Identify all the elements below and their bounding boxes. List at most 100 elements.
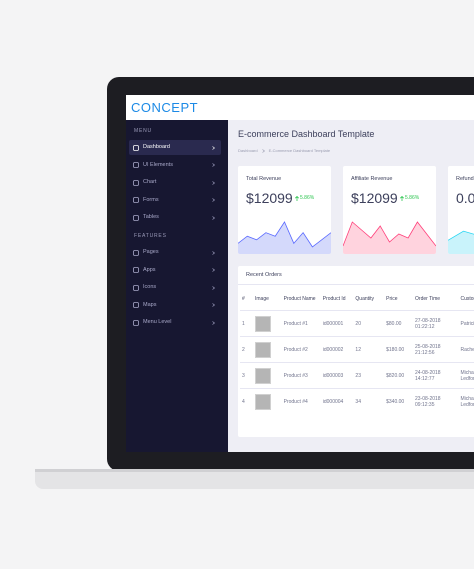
- table-cell: id000003: [320, 362, 354, 389]
- nav-item[interactable]: Pages: [129, 245, 221, 260]
- nav-item[interactable]: Chart: [129, 175, 221, 190]
- table-row: 3 Product #3 id000003 23 $820.00 24-08-2018 1…: [240, 362, 474, 389]
- table-cell: Michael K. Ledford: [458, 388, 474, 414]
- table-cell: 20: [353, 310, 385, 337]
- nav-item[interactable]: Menu Level: [129, 315, 221, 330]
- chevron: [212, 180, 215, 185]
- nav-item[interactable]: Forms: [129, 193, 221, 208]
- icon-shape: [133, 267, 139, 273]
- column-header: Price: [386, 296, 398, 302]
- table-cell: 23: [353, 362, 385, 389]
- table-cell: id000004: [320, 388, 354, 414]
- image-cell: [253, 310, 282, 337]
- chevron-path: [212, 145, 215, 150]
- chevron-path: [212, 268, 215, 272]
- nav-item[interactable]: Tables: [129, 210, 221, 225]
- breadcrumb-item: E-Commerce Dashboard Template: [268, 148, 331, 153]
- chevron: [212, 268, 215, 272]
- section-title: MENU: [134, 128, 152, 134]
- screen: CONCEPT MENU Dashboard UI Elements Chart For…: [126, 95, 474, 452]
- chevron: [212, 216, 215, 220]
- chevron-path: [212, 321, 215, 325]
- column-header: Order Time: [415, 296, 441, 302]
- arrow-path: [400, 195, 404, 201]
- nav-item[interactable]: Apps: [129, 263, 221, 278]
- product-thumbnail: [255, 393, 271, 410]
- table-cell: 1: [240, 310, 253, 337]
- table-row: 2 Product #2 id000002 12 $180.00 25-08-2018 2…: [240, 336, 474, 363]
- table-cell: 34: [353, 388, 385, 414]
- table-cell: 27-08-2018 01:22:12: [413, 310, 459, 337]
- laptop-hinge: [35, 469, 474, 472]
- arrow-path: [295, 195, 299, 201]
- nav-item[interactable]: Icons: [129, 280, 221, 295]
- sidebar: MENU Dashboard UI Elements Chart Forms Tables…: [126, 120, 228, 452]
- image-cell: [253, 336, 282, 363]
- sparkline-area: [343, 222, 436, 254]
- metric-card: Refunds 0.00: [448, 166, 474, 254]
- chevron: [212, 198, 215, 203]
- nav-icon: [133, 214, 139, 221]
- icon-shape: [133, 284, 139, 291]
- table-cell: Rachel J. Wicker: [458, 336, 474, 363]
- chevron: [212, 163, 215, 167]
- page-title: E-commerce Dashboard Template: [238, 129, 375, 139]
- nav-icon: [133, 319, 139, 326]
- icon-shape: [133, 162, 139, 168]
- chevron-path: [212, 180, 215, 185]
- table-cell: 3: [240, 362, 253, 389]
- card-change: 5.86%: [295, 195, 314, 201]
- orders-table: # Image Product Name Product Id Quantity Pric…: [240, 288, 474, 414]
- product-thumbnail: [255, 367, 271, 384]
- table-cell: $820.00: [384, 362, 414, 389]
- product-thumbnail: [255, 315, 271, 332]
- chevron-path: [212, 250, 215, 255]
- table-cell: Product #3: [281, 362, 321, 389]
- table-row: 4 Product #4 id000004 34 $340.00 23-08-2018 0…: [240, 388, 474, 414]
- nav-icon: [133, 179, 139, 186]
- column-header: Image: [255, 296, 269, 302]
- chevron-path: [212, 303, 215, 308]
- nav-icon: [133, 197, 139, 204]
- nav-item[interactable]: Dashboard: [129, 140, 221, 155]
- breadcrumb-item[interactable]: Dashboard: [238, 148, 258, 153]
- table-cell: 23-08-2018 09:12:35: [413, 388, 459, 414]
- chevron: [212, 250, 215, 255]
- image-cell: [253, 388, 282, 414]
- icon-shape: [133, 249, 139, 256]
- table-cell: Product #4: [281, 388, 321, 414]
- divider: [238, 284, 474, 285]
- table-cell: $80.00: [384, 310, 414, 337]
- card-label: Affiliate Revenue: [351, 176, 393, 182]
- sparkline-area: [238, 222, 331, 254]
- orders-card: Recent Orders # Image Product Name Product …: [238, 266, 474, 437]
- icon-shape: [133, 319, 139, 326]
- chevron: [212, 285, 215, 290]
- nav-icon: [133, 249, 139, 256]
- card-value: 0.00: [456, 190, 474, 206]
- table-cell: Patricia J. King: [458, 310, 474, 337]
- chevron-path: [212, 285, 215, 290]
- chevron-path: [212, 198, 215, 203]
- column-header: Product Name: [283, 296, 316, 302]
- chevron: [212, 303, 215, 308]
- icon-shape: [133, 302, 139, 309]
- chevron: [212, 145, 215, 150]
- nav-item[interactable]: Maps: [129, 298, 221, 313]
- chevron-path: [212, 216, 215, 220]
- table-cell: Product #2: [281, 336, 321, 363]
- sparkline: [238, 221, 331, 254]
- nav-icon: [133, 162, 139, 168]
- chevron: [212, 321, 215, 325]
- table-cell: 2: [240, 336, 253, 363]
- nav-icon: [133, 284, 139, 291]
- table-cell: Michael K. Ledford: [458, 362, 474, 389]
- column-header: #: [242, 296, 245, 302]
- card-label: Refunds: [456, 176, 474, 182]
- sparkline: [343, 221, 436, 254]
- table-cell: 25-08-2018 21:12:56: [413, 336, 459, 363]
- nav-item[interactable]: UI Elements: [129, 158, 221, 173]
- card-label: Total Revenue: [246, 176, 282, 182]
- table-title: Recent Orders: [246, 272, 282, 278]
